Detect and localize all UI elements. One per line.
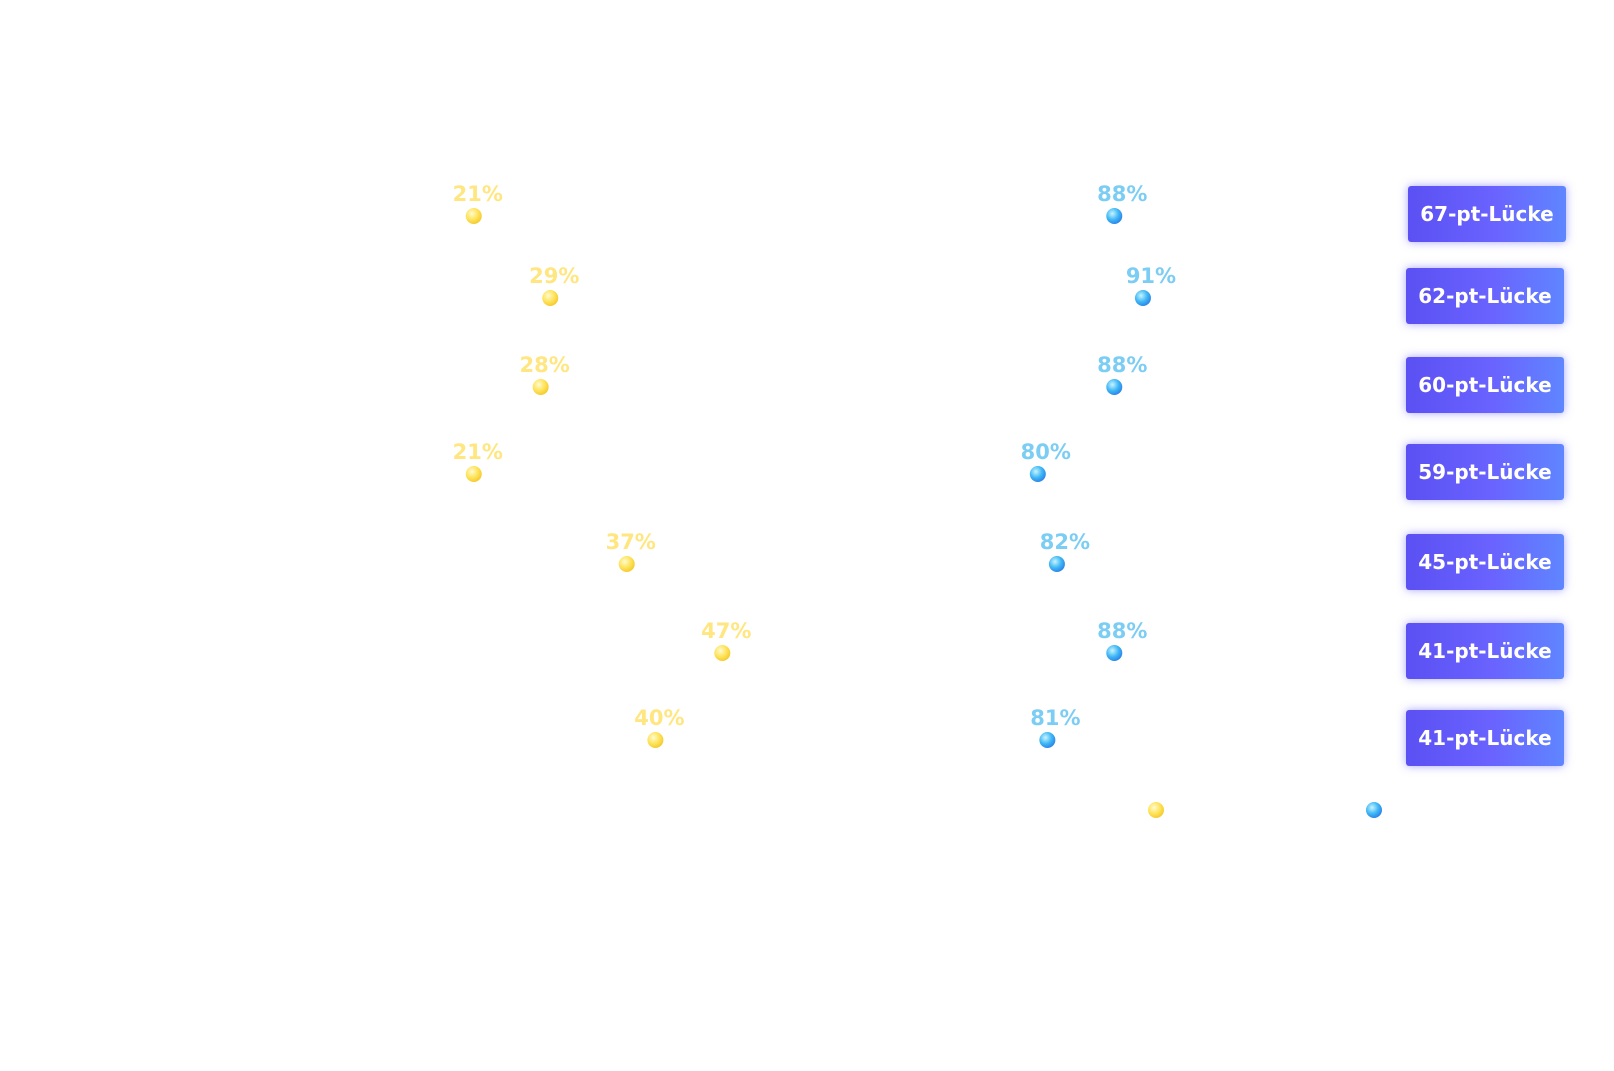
gap-badge: 67-pt-Lücke: [1408, 186, 1566, 242]
low-value-label: 29%: [529, 264, 579, 288]
gap-badge: 60-pt-Lücke: [1406, 357, 1564, 413]
high-value-label: 88%: [1097, 619, 1147, 643]
gap-badge: 41-pt-Lücke: [1406, 710, 1564, 766]
gap-badge: 41-pt-Lücke: [1406, 623, 1564, 679]
low-dot: [714, 645, 731, 661]
gap-badge: 62-pt-Lücke: [1406, 268, 1564, 324]
dumbbell-row: 28% 88%: [520, 353, 1147, 395]
dumbbell-row: 40% 81%: [634, 706, 1080, 748]
high-dot: [1134, 290, 1151, 306]
high-dot: [1106, 208, 1123, 224]
high-dot: [1039, 732, 1056, 748]
dumbbell-row: 29% 91%: [529, 264, 1176, 306]
low-dot: [618, 556, 635, 572]
low-dot: [465, 208, 482, 224]
low-dot: [465, 466, 482, 482]
low-value-label: 28%: [520, 353, 570, 377]
gap-badge: 59-pt-Lücke: [1406, 444, 1564, 500]
low-value-label: 40%: [634, 706, 684, 730]
legend-high-marker: [1366, 802, 1382, 818]
high-value-label: 82%: [1040, 530, 1090, 554]
legend: [1148, 802, 1382, 818]
legend-low-marker: [1148, 802, 1164, 818]
low-dot: [647, 732, 664, 748]
gap-badge: 45-pt-Lücke: [1406, 534, 1564, 590]
high-value-label: 91%: [1126, 264, 1176, 288]
low-value-label: 37%: [606, 530, 656, 554]
rows-layer: 21% 88% 29% 91% 28% 88% 21% 80% 37% 82% 47% 88% 40% 8…: [453, 182, 1176, 748]
dumbbell-row: 37% 82%: [606, 530, 1090, 572]
low-value-label: 47%: [701, 619, 751, 643]
high-dot: [1048, 556, 1065, 572]
high-value-label: 88%: [1097, 182, 1147, 206]
high-dot: [1106, 379, 1123, 395]
high-value-label: 81%: [1030, 706, 1080, 730]
high-dot: [1029, 466, 1046, 482]
low-value-label: 21%: [453, 440, 503, 464]
high-value-label: 88%: [1097, 353, 1147, 377]
low-dot: [532, 379, 549, 395]
low-dot: [542, 290, 559, 306]
dumbbell-row: 21% 88%: [453, 182, 1147, 224]
high-dot: [1106, 645, 1123, 661]
dumbbell-row: 47% 88%: [701, 619, 1147, 661]
high-value-label: 80%: [1021, 440, 1071, 464]
low-value-label: 21%: [453, 182, 503, 206]
dumbbell-row: 21% 80%: [453, 440, 1071, 482]
